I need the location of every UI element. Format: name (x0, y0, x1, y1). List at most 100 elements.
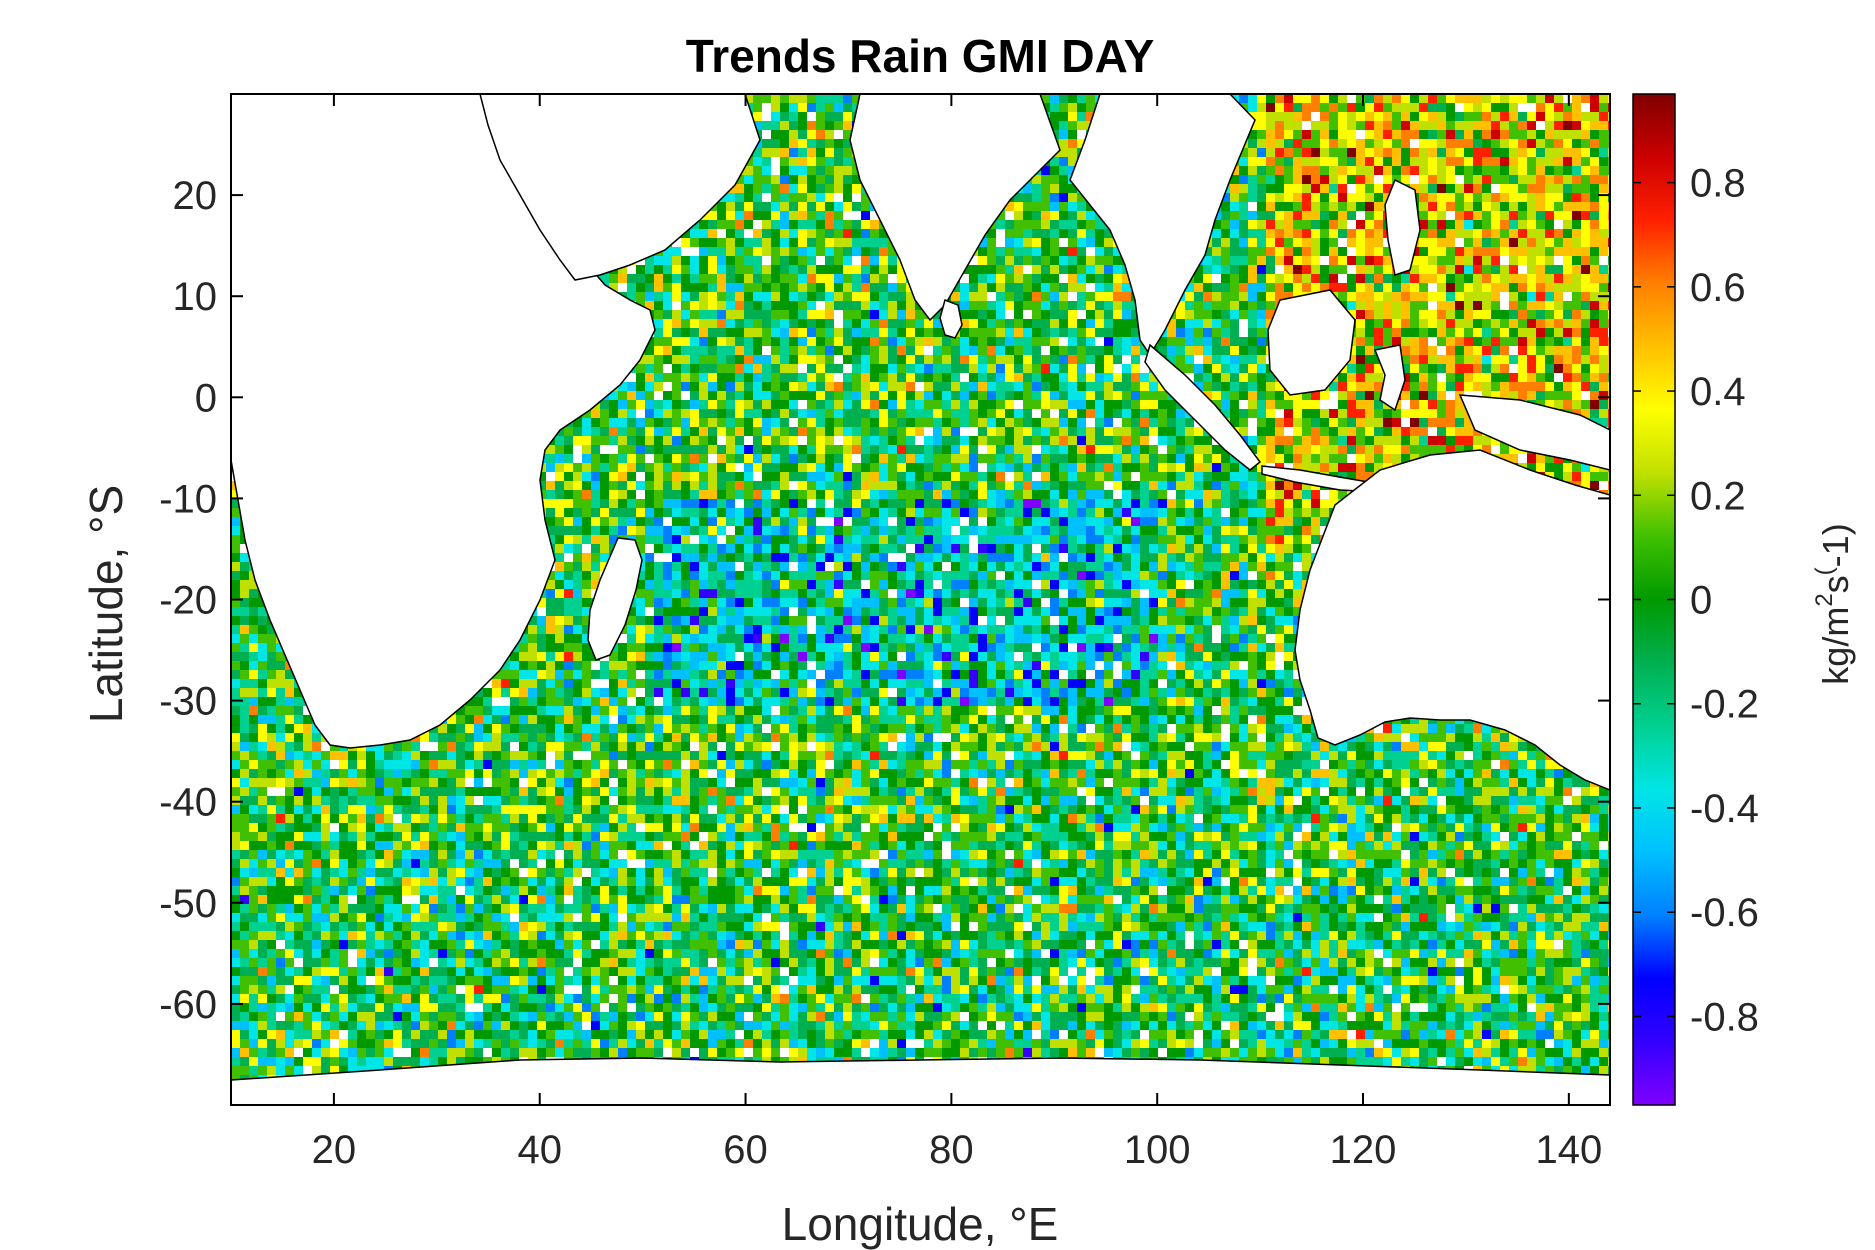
field-cell (1104, 346, 1113, 355)
field-cell (1464, 283, 1473, 292)
field-cell (1401, 139, 1410, 148)
field-cell (762, 328, 771, 337)
field-cell (1221, 274, 1230, 283)
field-cell (1518, 94, 1527, 103)
field-cell (1374, 364, 1383, 373)
field-cell (1239, 292, 1248, 301)
field-cell (708, 373, 717, 382)
field-cell (636, 373, 645, 382)
field-cell (1527, 265, 1536, 274)
field-cell (1086, 382, 1095, 391)
field-cell (834, 220, 843, 229)
field-cell (726, 382, 735, 391)
field-cell (654, 301, 663, 310)
field-cell (987, 319, 996, 328)
field-cell (888, 301, 897, 310)
field-cell (1032, 220, 1041, 229)
field-cell (1284, 247, 1293, 256)
field-cell (1419, 112, 1428, 121)
field-cell (1311, 121, 1320, 130)
field-cell (1014, 202, 1023, 211)
field-cell (1230, 202, 1239, 211)
field-cell (825, 265, 834, 274)
field-cell (1428, 121, 1437, 130)
field-cell (1023, 391, 1032, 400)
field-cell (843, 328, 852, 337)
field-cell (1428, 328, 1437, 337)
field-cell (1032, 301, 1041, 310)
field-cell (1248, 346, 1257, 355)
field-cell (1041, 193, 1050, 202)
field-cell (1113, 283, 1122, 292)
field-cell (888, 355, 897, 364)
field-cell (1374, 220, 1383, 229)
field-cell (672, 256, 681, 265)
field-cell (699, 292, 708, 301)
field-cell (942, 391, 951, 400)
field-cell (1275, 391, 1284, 400)
field-cell (1284, 184, 1293, 193)
field-cell (1221, 202, 1230, 211)
field-cell (1113, 319, 1122, 328)
field-cell (1311, 220, 1320, 229)
field-cell (1266, 175, 1275, 184)
field-cell (888, 391, 897, 400)
field-cell (816, 130, 825, 139)
field-cell (1590, 337, 1599, 346)
field-cell (1455, 373, 1464, 382)
field-cell (699, 346, 708, 355)
field-cell (1482, 193, 1491, 202)
field-cell (843, 301, 852, 310)
field-cell (1401, 373, 1410, 382)
field-cell (1194, 382, 1203, 391)
field-cell (1527, 130, 1536, 139)
field-cell (1185, 337, 1194, 346)
field-cell (726, 373, 735, 382)
field-cell (1086, 301, 1095, 310)
field-cell (825, 274, 834, 283)
field-cell (897, 373, 906, 382)
field-cell (789, 166, 798, 175)
field-cell (1437, 94, 1446, 103)
field-cell (1293, 238, 1302, 247)
field-cell (843, 382, 852, 391)
field-cell (1572, 319, 1581, 328)
field-cell (1230, 175, 1239, 184)
field-cell (1275, 148, 1284, 157)
field-cell (1203, 265, 1212, 274)
field-cell (1482, 265, 1491, 274)
field-cell (1401, 346, 1410, 355)
field-cell (771, 220, 780, 229)
field-cell (1257, 274, 1266, 283)
field-cell (888, 256, 897, 265)
field-cell (1581, 157, 1590, 166)
field-cell (1338, 148, 1347, 157)
field-cell (1014, 346, 1023, 355)
field-cell (1068, 301, 1077, 310)
field-cell (1527, 373, 1536, 382)
field-cell (888, 364, 897, 373)
field-cell (1365, 193, 1374, 202)
field-cell (996, 301, 1005, 310)
field-cell (789, 328, 798, 337)
field-cell (726, 229, 735, 238)
field-cell (726, 193, 735, 202)
field-cell (1545, 130, 1554, 139)
field-cell (1248, 220, 1257, 229)
field-cell (1545, 202, 1554, 211)
field-cell (1203, 292, 1212, 301)
field-cell (852, 175, 861, 184)
field-cell (1365, 211, 1374, 220)
field-cell (843, 184, 852, 193)
field-cell (1113, 355, 1122, 364)
field-cell (1257, 247, 1266, 256)
field-cell (762, 364, 771, 373)
field-cell (780, 373, 789, 382)
field-cell (1113, 265, 1122, 274)
field-cell (1590, 184, 1599, 193)
field-cell (1554, 283, 1563, 292)
field-cell (1581, 373, 1590, 382)
field-cell (996, 337, 1005, 346)
field-cell (1257, 175, 1266, 184)
field-cell (1050, 193, 1059, 202)
